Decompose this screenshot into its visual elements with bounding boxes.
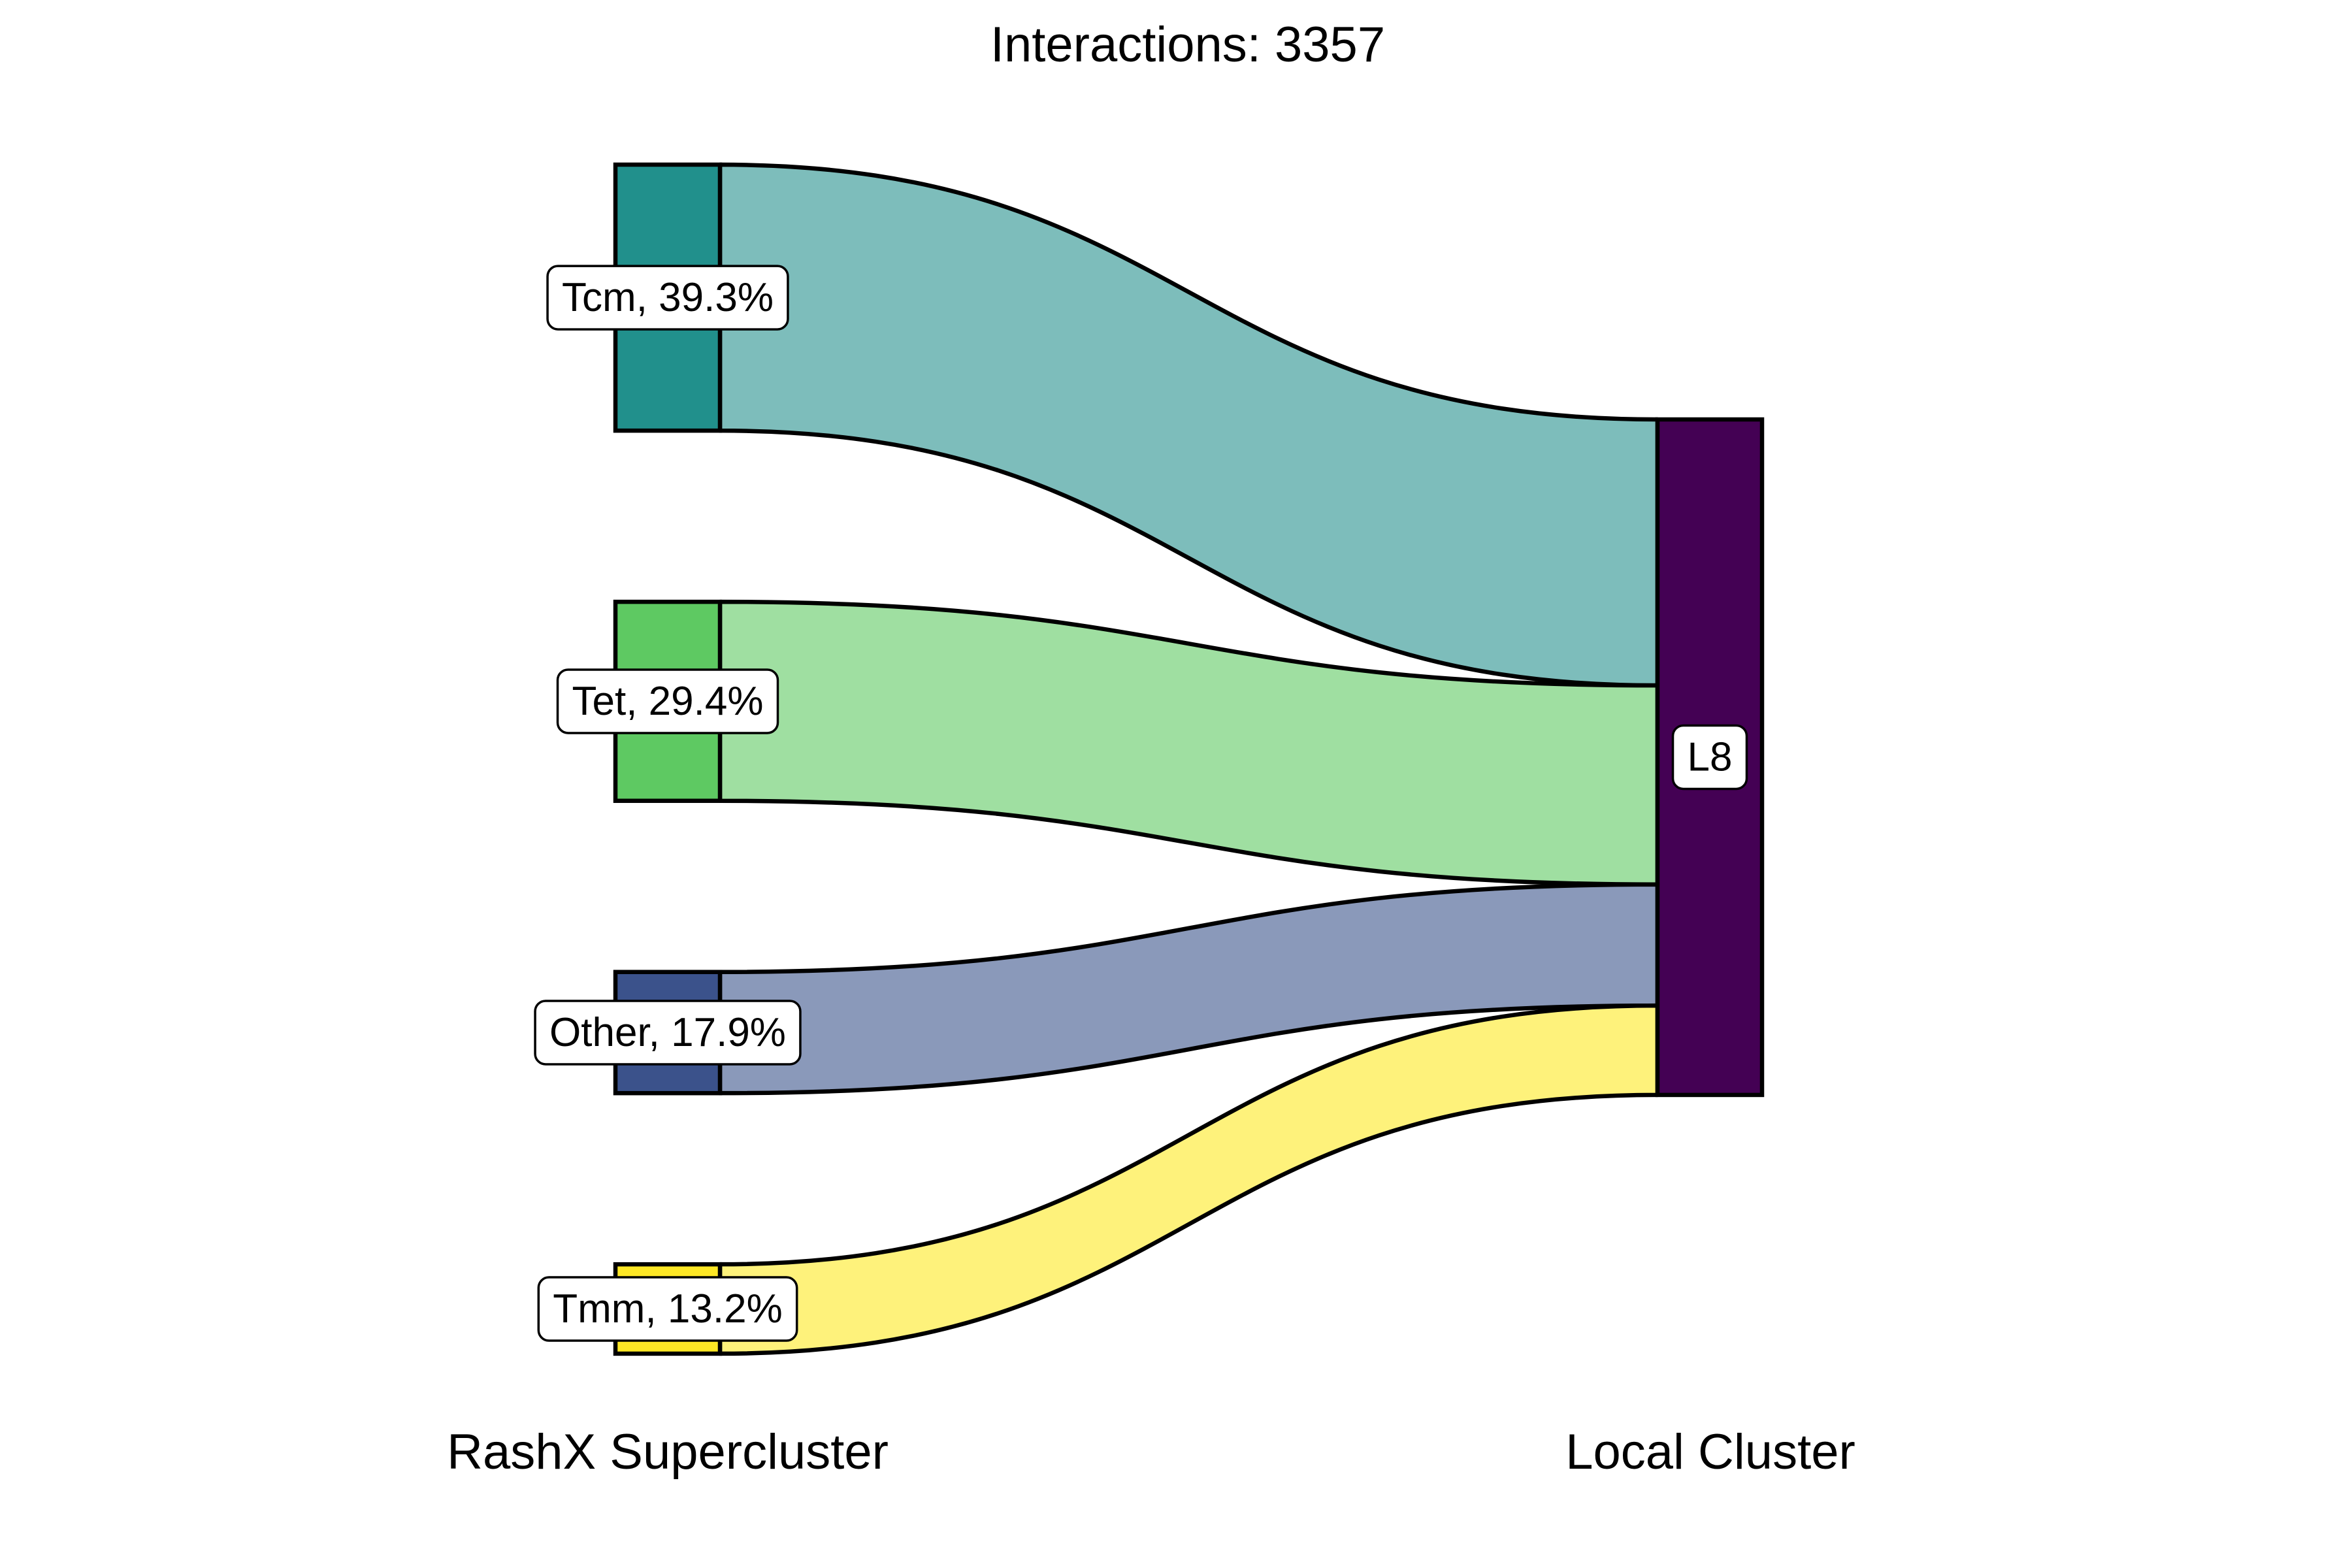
target-label-box bbox=[1671, 724, 1748, 791]
source-label-tmm-text: Tmm, 13.2% bbox=[553, 1286, 782, 1331]
axis-label-target: Local Cluster bbox=[1565, 1424, 1855, 1480]
source-label-other-text: Other, 17.9% bbox=[549, 1010, 786, 1055]
target-label: L8 bbox=[1671, 724, 1748, 791]
chart-title: Interactions: 3357 bbox=[990, 17, 1385, 73]
source-label-tmm: Tmm, 13.2% bbox=[537, 1276, 798, 1342]
source-label-tet: Tet, 29.4% bbox=[556, 668, 779, 734]
source-label-tmm-box bbox=[537, 1276, 798, 1342]
flows-group bbox=[717, 162, 1660, 1356]
source-label-tcm-text: Tcm, 39.3% bbox=[562, 275, 774, 320]
source-label-tet-text: Tet, 29.4% bbox=[572, 679, 764, 724]
source-label-other: Other, 17.9% bbox=[534, 1000, 802, 1066]
target-label-text: L8 bbox=[1688, 734, 1733, 779]
node-labels-group: Tcm, 39.3% Tet, 29.4% Other, 17.9% Tmm, 13.… bbox=[534, 265, 1748, 1342]
source-label-other-box bbox=[534, 1000, 802, 1066]
source-label-tet-box bbox=[556, 668, 779, 734]
source-label-tcm: Tcm, 39.3% bbox=[546, 265, 789, 331]
axis-label-source: RashX Supercluster bbox=[447, 1424, 889, 1480]
source-label-tcm-box bbox=[546, 265, 789, 331]
